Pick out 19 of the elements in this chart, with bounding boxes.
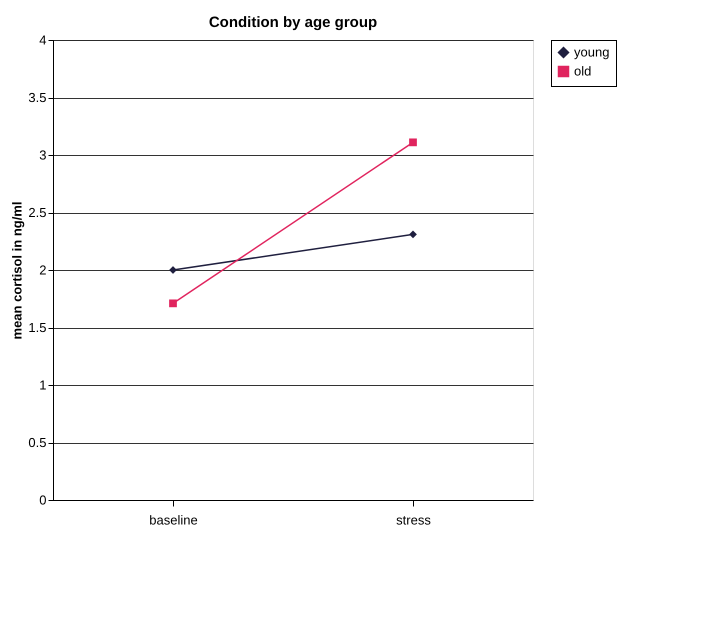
y-tick-label: 3.5	[28, 90, 46, 105]
legend-label: young	[574, 44, 610, 60]
point	[409, 230, 417, 238]
y-tick-label: 2	[39, 262, 46, 278]
y-tick-label: 0.5	[28, 435, 46, 450]
legend-label: old	[574, 64, 592, 78]
point	[169, 299, 177, 308]
y-tick-label: 1.5	[28, 320, 46, 335]
y-tick-label: 3	[39, 148, 46, 162]
y-axis-title: mean cortisol in ng/ml	[9, 202, 24, 340]
chart-title: Condition by age group	[208, 14, 378, 31]
point	[169, 266, 177, 274]
y-tick-label: 1	[39, 378, 46, 392]
x-tick-label: stress	[396, 512, 432, 528]
point	[409, 138, 417, 146]
y-tick-label: 4	[39, 32, 46, 48]
y-tick-label: 0	[39, 492, 46, 508]
x-tick-label: baseline	[149, 512, 198, 528]
y-tick-label: 2.5	[28, 205, 46, 220]
